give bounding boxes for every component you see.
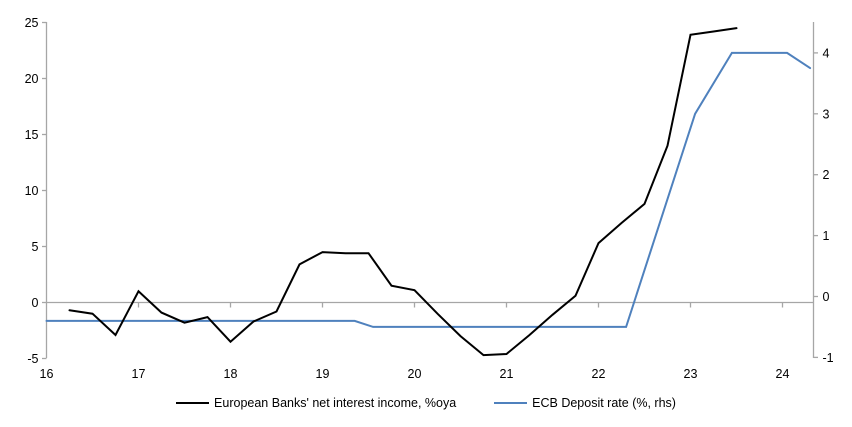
left-axis-tick-label: 25 [25, 16, 39, 30]
x-axis-label: 20 [408, 367, 422, 381]
legend-item-ecb-deposit-rate: ECB Deposit rate (%, rhs) [494, 396, 676, 410]
left-axis-tick-label: 0 [32, 296, 39, 310]
chart-legend: European Banks' net interest income, %oy… [0, 396, 852, 410]
series-line-net-interest-income [68, 27, 738, 357]
right-axis-tick-label: 4 [823, 46, 830, 60]
left-axis-tick-label: 5 [32, 240, 39, 254]
x-axis-label: 18 [224, 367, 238, 381]
left-axis: -5 0 5 10 15 20 25 [25, 16, 48, 366]
zero-line-group [46, 301, 814, 308]
x-axis-label: 16 [40, 367, 54, 381]
left-axis-tick-label: 15 [25, 128, 39, 142]
x-axis-label: 23 [684, 367, 698, 381]
x-axis-label: 24 [776, 367, 790, 381]
x-axis-label: 21 [500, 367, 514, 381]
series-line-ecb-deposit-rate [45, 51, 812, 328]
x-axis-label: 17 [132, 367, 146, 381]
right-axis: -1 0 1 2 3 4 [812, 22, 834, 365]
x-axis-label: 22 [592, 367, 606, 381]
legend-label-ecb-deposit-rate: ECB Deposit rate (%, rhs) [532, 396, 676, 410]
right-axis-tick-label: 1 [823, 229, 830, 243]
legend-label-net-interest-income: European Banks' net interest income, %oy… [214, 396, 457, 410]
x-axis-labels: 16 17 18 19 20 21 22 23 24 [40, 367, 790, 381]
x-axis-label: 19 [316, 367, 330, 381]
legend-item-net-interest-income: European Banks' net interest income, %oy… [176, 396, 456, 410]
blue-line-swatch-icon [494, 402, 528, 404]
right-axis-tick-label: 2 [823, 168, 830, 182]
left-axis-tick-label: 10 [25, 184, 39, 198]
left-axis-tick-label: -5 [27, 352, 38, 366]
right-axis-tick-label: 3 [823, 107, 830, 121]
black-line-swatch-icon [176, 402, 210, 404]
right-axis-tick-label: -1 [823, 351, 834, 365]
left-axis-tick-label: 20 [25, 72, 39, 86]
right-axis-tick-label: 0 [823, 290, 830, 304]
